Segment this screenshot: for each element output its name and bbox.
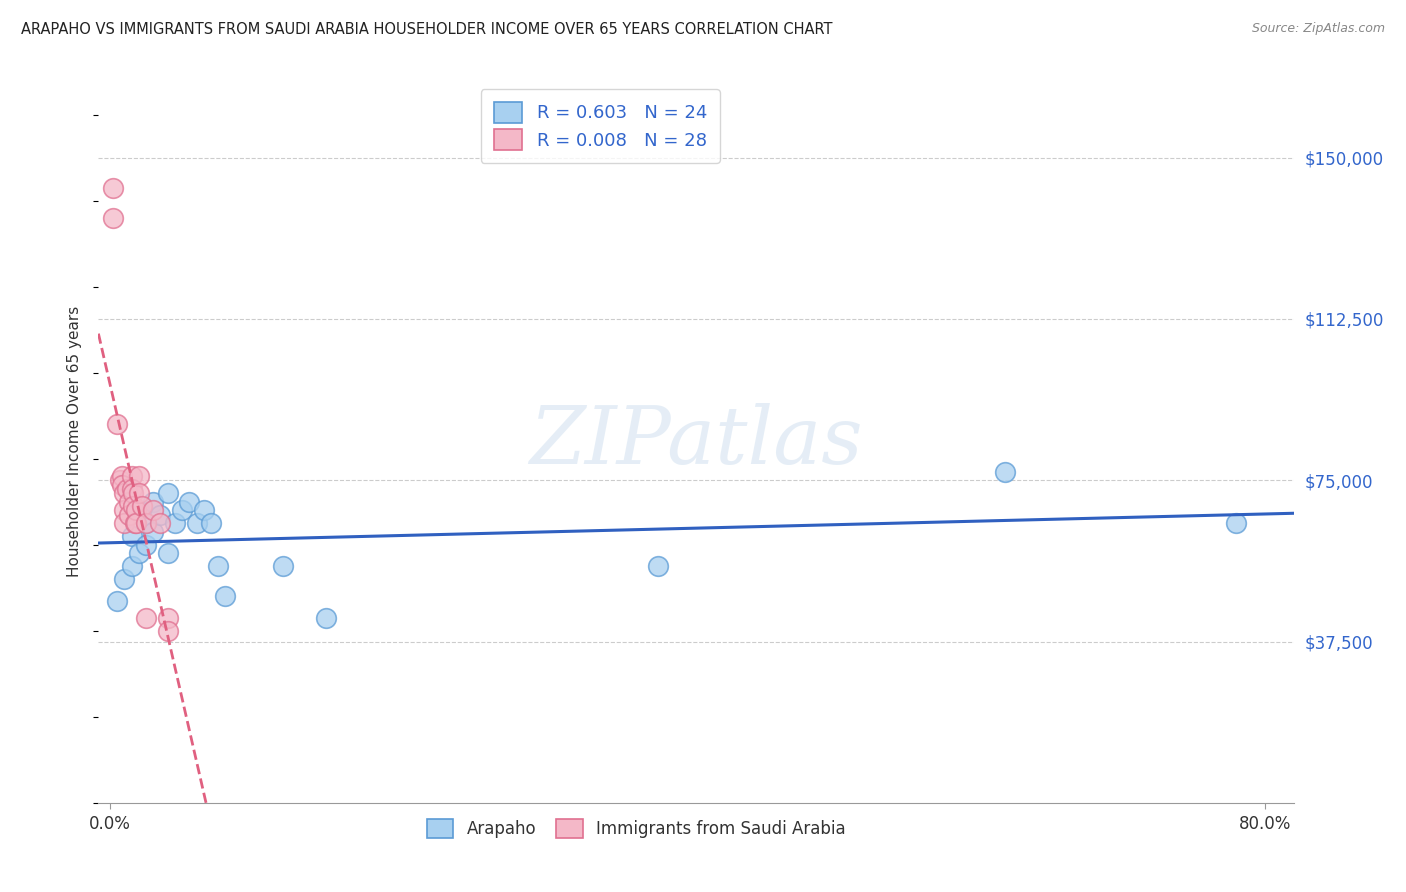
Text: ARAPAHO VS IMMIGRANTS FROM SAUDI ARABIA HOUSEHOLDER INCOME OVER 65 YEARS CORRELA: ARAPAHO VS IMMIGRANTS FROM SAUDI ARABIA …	[21, 22, 832, 37]
Point	[117, 482, 139, 496]
Point	[149, 516, 172, 531]
Point	[128, 546, 150, 560]
Point	[214, 590, 236, 604]
Point	[128, 469, 150, 483]
Point	[101, 211, 124, 225]
Point	[149, 508, 172, 522]
Point	[1225, 516, 1247, 531]
Point	[193, 503, 215, 517]
Point	[121, 529, 143, 543]
Point	[121, 559, 143, 574]
Point	[315, 611, 337, 625]
Point	[156, 546, 179, 560]
Point	[172, 503, 194, 517]
Point	[647, 559, 669, 574]
Point	[125, 516, 148, 531]
Point	[271, 559, 294, 574]
Point	[101, 181, 124, 195]
Point	[110, 469, 132, 483]
Point	[156, 624, 179, 638]
Point	[128, 503, 150, 517]
Text: Source: ZipAtlas.com: Source: ZipAtlas.com	[1251, 22, 1385, 36]
Point	[142, 494, 165, 508]
Point	[124, 516, 146, 531]
Point	[179, 494, 201, 508]
Legend: Arapaho, Immigrants from Saudi Arabia: Arapaho, Immigrants from Saudi Arabia	[420, 813, 852, 845]
Y-axis label: Householder Income Over 65 years: Householder Income Over 65 years	[67, 306, 83, 577]
Point	[135, 538, 157, 552]
Point	[105, 417, 128, 432]
Point	[121, 469, 143, 483]
Point	[186, 516, 208, 531]
Point	[112, 572, 135, 586]
Point	[200, 516, 222, 531]
Point	[135, 516, 157, 531]
Point	[112, 503, 135, 517]
Point	[135, 516, 157, 531]
Point	[207, 559, 229, 574]
Point	[122, 499, 145, 513]
Point	[128, 486, 150, 500]
Point	[105, 593, 128, 607]
Point	[110, 477, 132, 491]
Point	[163, 516, 186, 531]
Point	[156, 486, 179, 500]
Point	[142, 524, 165, 539]
Point	[135, 611, 157, 625]
Text: ZIPatlas: ZIPatlas	[529, 403, 863, 480]
Point	[131, 499, 153, 513]
Point	[142, 503, 165, 517]
Point	[112, 486, 135, 500]
Point	[118, 494, 141, 508]
Point	[156, 611, 179, 625]
Point	[122, 486, 145, 500]
Point	[108, 473, 131, 487]
Point	[994, 465, 1017, 479]
Point	[121, 482, 143, 496]
Point	[112, 516, 135, 531]
Point	[125, 503, 148, 517]
Point	[118, 508, 141, 522]
